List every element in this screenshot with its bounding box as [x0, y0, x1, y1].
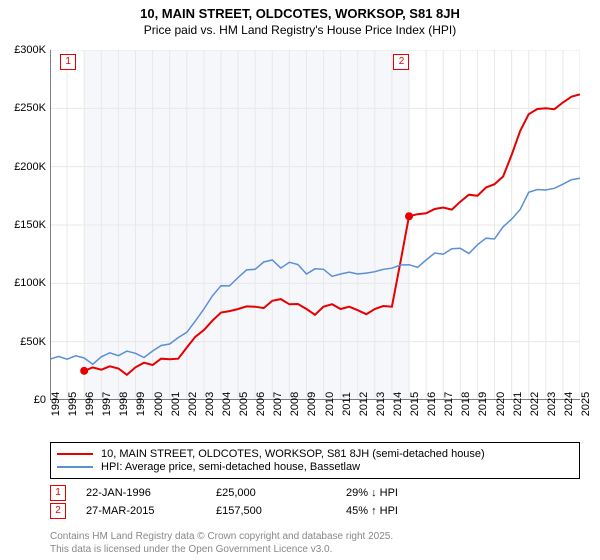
x-tick-label: 2016 — [426, 392, 438, 416]
x-tick-label: 2019 — [477, 392, 489, 416]
sale-row-badge: 1 — [50, 485, 66, 501]
legend-label: HPI: Average price, semi-detached house,… — [101, 461, 360, 473]
sale-delta: 29% ↓ HPI — [346, 487, 476, 499]
x-tick-label: 2020 — [495, 392, 507, 416]
footer-line-2: This data is licensed under the Open Gov… — [50, 544, 393, 557]
y-tick-label: £300K — [0, 44, 46, 56]
x-tick-label: 2002 — [187, 392, 199, 416]
x-tick-label: 2004 — [221, 392, 233, 416]
x-tick-label: 2011 — [341, 392, 353, 416]
legend-item: HPI: Average price, semi-detached house,… — [57, 461, 573, 473]
x-tick-label: 2025 — [580, 392, 592, 416]
sale-row-badge: 2 — [50, 503, 66, 519]
sale-row: 1 22-JAN-1996£25,00029% ↓ HPI — [50, 485, 580, 501]
x-tick-label: 1996 — [84, 392, 96, 416]
x-tick-label: 2022 — [529, 392, 541, 416]
line-chart-svg — [50, 50, 580, 400]
sale-marker-badge: 2 — [393, 54, 409, 70]
sale-date: 22-JAN-1996 — [86, 487, 216, 499]
legend-label: 10, MAIN STREET, OLDCOTES, WORKSOP, S81 … — [101, 448, 485, 460]
legend-box: 10, MAIN STREET, OLDCOTES, WORKSOP, S81 … — [50, 442, 580, 479]
x-tick-label: 2012 — [358, 392, 370, 416]
x-tick-label: 2013 — [375, 392, 387, 416]
x-tick-label: 1997 — [101, 392, 113, 416]
y-tick-label: £50K — [0, 336, 46, 348]
footer-attribution: Contains HM Land Registry data © Crown c… — [50, 531, 393, 556]
title-line-2: Price paid vs. HM Land Registry's House … — [0, 23, 600, 37]
x-tick-label: 2008 — [289, 392, 301, 416]
x-tick-label: 1999 — [135, 392, 147, 416]
sale-date: 27-MAR-2015 — [86, 505, 216, 517]
footer-line-1: Contains HM Land Registry data © Crown c… — [50, 531, 393, 544]
x-tick-label: 2005 — [238, 392, 250, 416]
chart-title-block: 10, MAIN STREET, OLDCOTES, WORKSOP, S81 … — [0, 0, 600, 37]
x-tick-label: 2018 — [460, 392, 472, 416]
sale-price: £157,500 — [216, 505, 346, 517]
y-tick-label: £100K — [0, 277, 46, 289]
x-tick-label: 2009 — [306, 392, 318, 416]
x-tick-label: 2017 — [443, 392, 455, 416]
sale-marker-badge: 1 — [60, 54, 76, 70]
y-tick-label: £250K — [0, 102, 46, 114]
legend-item: 10, MAIN STREET, OLDCOTES, WORKSOP, S81 … — [57, 448, 573, 460]
chart-area: £0£50K£100K£150K£200K£250K£300K199419951… — [50, 50, 580, 400]
y-tick-label: £0 — [0, 394, 46, 406]
legend-swatch — [57, 453, 93, 455]
x-tick-label: 2006 — [255, 392, 267, 416]
y-tick-label: £200K — [0, 161, 46, 173]
x-tick-label: 2007 — [272, 392, 284, 416]
x-tick-label: 2014 — [392, 392, 404, 416]
x-tick-label: 1995 — [67, 392, 79, 416]
x-tick-label: 2000 — [153, 392, 165, 416]
x-tick-label: 1994 — [50, 392, 62, 416]
title-line-1: 10, MAIN STREET, OLDCOTES, WORKSOP, S81 … — [0, 6, 600, 21]
legend-swatch — [57, 466, 93, 468]
x-tick-label: 2023 — [546, 392, 558, 416]
x-tick-label: 2010 — [324, 392, 336, 416]
x-tick-label: 2015 — [409, 392, 421, 416]
y-tick-label: £150K — [0, 219, 46, 231]
sale-row: 2 27-MAR-2015£157,50045% ↑ HPI — [50, 503, 580, 519]
x-tick-label: 2024 — [563, 392, 575, 416]
x-tick-label: 2021 — [512, 392, 524, 416]
sale-price: £25,000 — [216, 487, 346, 499]
legend-and-table: 10, MAIN STREET, OLDCOTES, WORKSOP, S81 … — [50, 442, 580, 521]
sales-table: 1 22-JAN-1996£25,00029% ↓ HPI 2 27-MAR-2015… — [50, 485, 580, 519]
x-tick-label: 1998 — [118, 392, 130, 416]
x-tick-label: 2003 — [204, 392, 216, 416]
sale-delta: 45% ↑ HPI — [346, 505, 476, 517]
x-tick-label: 2001 — [170, 392, 182, 416]
